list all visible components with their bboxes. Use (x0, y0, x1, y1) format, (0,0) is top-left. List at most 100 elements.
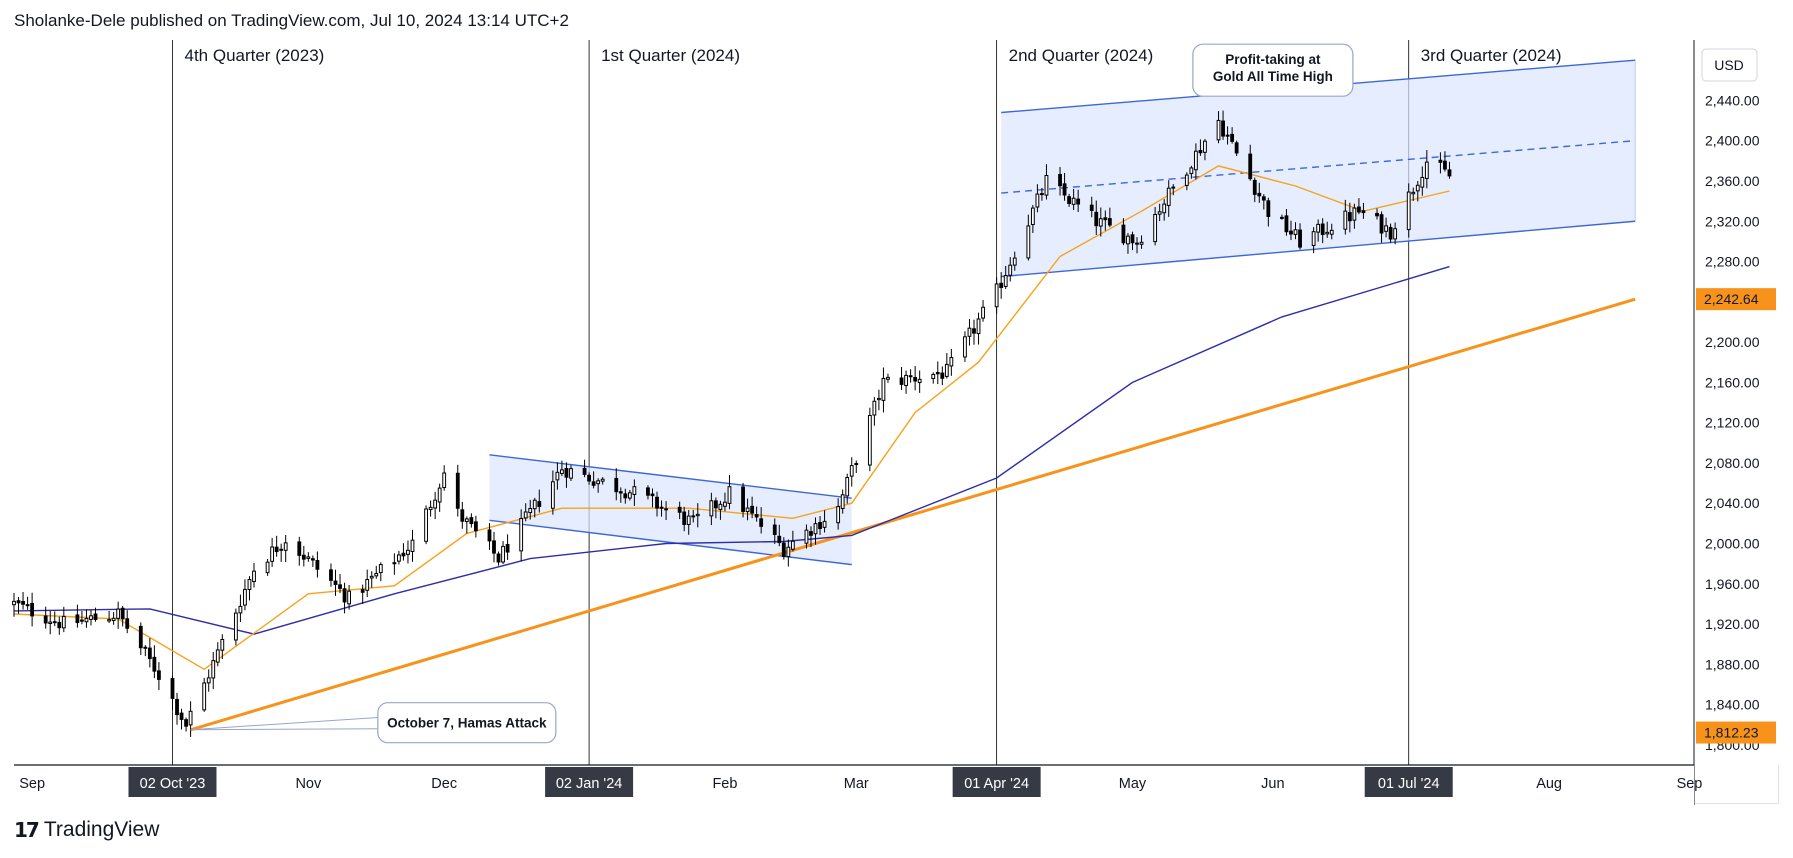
candle-body[interactable] (1139, 241, 1144, 245)
candle-body[interactable] (270, 546, 275, 562)
candle-body[interactable] (333, 580, 338, 585)
candle-body[interactable] (596, 480, 601, 485)
candle-body[interactable] (16, 600, 21, 604)
candle-body[interactable] (1198, 149, 1203, 154)
candle-body[interactable] (976, 318, 981, 335)
candle-body[interactable] (813, 523, 818, 535)
candle-body[interactable] (25, 604, 30, 607)
candle-body[interactable] (233, 612, 238, 641)
date-badge[interactable] (128, 767, 217, 797)
candle-body[interactable] (777, 535, 782, 544)
candle-body[interactable] (560, 469, 564, 474)
candle-body[interactable] (1388, 226, 1393, 240)
bull-channel-midline[interactable] (1001, 139, 1636, 194)
candle-body[interactable] (650, 493, 655, 497)
candle-body[interactable] (523, 511, 528, 519)
candle-body[interactable] (750, 505, 755, 514)
candle-body[interactable] (1375, 212, 1379, 217)
candle-body[interactable] (1352, 207, 1357, 221)
candle-body[interactable] (886, 376, 890, 380)
candle-body[interactable] (43, 615, 48, 624)
candle-body[interactable] (655, 496, 659, 509)
candle-body[interactable] (836, 506, 841, 524)
candle-body[interactable] (1225, 134, 1230, 137)
candle-body[interactable] (1266, 200, 1271, 217)
candle-body[interactable] (392, 562, 397, 565)
candle-body[interactable] (845, 476, 850, 497)
price-chart[interactable]: 4th Quarter (2023) 1st Quarter (2024) 2nd … (0, 0, 1793, 810)
tradingview-logo[interactable]: 17 TradingView (14, 818, 159, 842)
candle-body[interactable] (1121, 224, 1126, 244)
candle-body[interactable] (614, 477, 619, 493)
candle-body[interactable] (695, 513, 700, 517)
price-badge[interactable] (1696, 288, 1776, 311)
candle-body[interactable] (428, 506, 433, 511)
candle-body[interactable] (496, 553, 501, 563)
candle-body[interactable] (93, 613, 98, 620)
callout-box[interactable] (1192, 43, 1354, 97)
candle-body[interactable] (1107, 218, 1112, 226)
candle-body[interactable] (528, 508, 533, 514)
candle-body[interactable] (84, 617, 89, 623)
candle-body[interactable] (1058, 174, 1062, 187)
candle-body[interactable] (718, 503, 723, 511)
candle-body[interactable] (107, 619, 111, 622)
candle-body[interactable] (238, 605, 243, 614)
candle-body[interactable] (759, 518, 764, 527)
candle-body[interactable] (854, 463, 859, 466)
candle-body[interactable] (994, 283, 999, 308)
candle-body[interactable] (1230, 133, 1235, 142)
candle-body[interactable] (220, 638, 225, 651)
price-badge[interactable] (1696, 721, 1776, 744)
candle-body[interactable] (944, 363, 949, 377)
candle-body[interactable] (646, 487, 650, 496)
candle-body[interactable] (406, 549, 410, 555)
candle-body[interactable] (1189, 167, 1194, 175)
candle-body[interactable] (1162, 203, 1167, 214)
candle-body[interactable] (48, 621, 53, 624)
candle-body[interactable] (338, 584, 342, 589)
candle-body[interactable] (138, 625, 143, 649)
candle-body[interactable] (1424, 161, 1429, 179)
candle-body[interactable] (505, 543, 510, 553)
candle-body[interactable] (1135, 242, 1139, 245)
candle-body[interactable] (487, 529, 492, 542)
candle-body[interactable] (600, 478, 605, 482)
candle-body[interactable] (1252, 179, 1257, 195)
candle-body[interactable] (1280, 216, 1284, 219)
candle-body[interactable] (310, 558, 315, 561)
candle-body[interactable] (157, 670, 161, 680)
candle-body[interactable] (184, 719, 188, 727)
candle-body[interactable] (1325, 231, 1330, 235)
candle-body[interactable] (1320, 223, 1325, 236)
candle-body[interactable] (867, 414, 872, 466)
candle-body[interactable] (1438, 159, 1443, 163)
candle-body[interactable] (206, 677, 211, 684)
candle-body[interactable] (360, 589, 365, 593)
candle-body[interactable] (1261, 196, 1266, 201)
candle-body[interactable] (342, 588, 347, 603)
candle-body[interactable] (243, 588, 247, 606)
candle-body[interactable] (754, 514, 759, 518)
candle-body[interactable] (125, 618, 130, 629)
candle-body[interactable] (582, 467, 587, 475)
candle-body[interactable] (564, 468, 569, 478)
candle-body[interactable] (1103, 217, 1108, 221)
candle-body[interactable] (618, 491, 623, 494)
candle-body[interactable] (410, 539, 415, 552)
candle-body[interactable] (1411, 191, 1416, 195)
candle-body[interactable] (963, 336, 967, 358)
candle-body[interactable] (1393, 228, 1398, 240)
candle-body[interactable] (1126, 235, 1130, 245)
candle-body[interactable] (804, 529, 809, 544)
candle-body[interactable] (659, 506, 664, 509)
candle-body[interactable] (1415, 184, 1420, 192)
candle-body[interactable] (1171, 186, 1176, 189)
candle-body[interactable] (147, 647, 152, 660)
bear-channel-lower[interactable] (489, 519, 852, 566)
candle-body[interactable] (1216, 119, 1221, 141)
candle-body[interactable] (1347, 212, 1352, 222)
candle-body[interactable] (1044, 174, 1049, 196)
candle-body[interactable] (872, 400, 877, 416)
candle-body[interactable] (143, 646, 148, 649)
